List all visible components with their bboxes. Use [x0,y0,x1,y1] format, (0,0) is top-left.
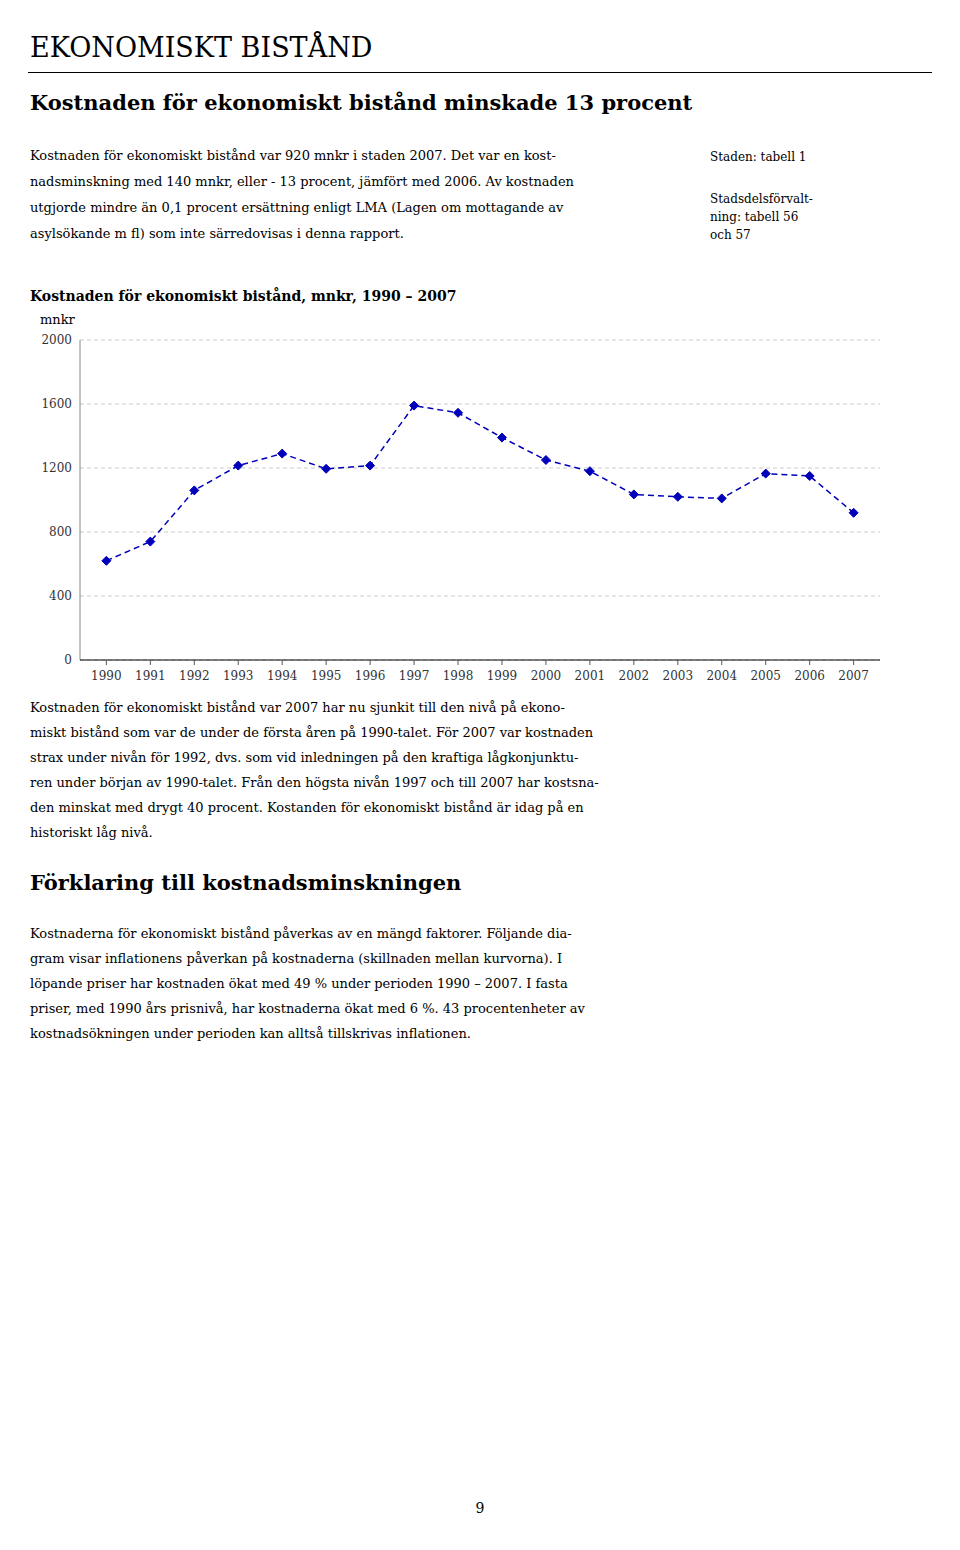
data-point [497,433,506,442]
x-tick [194,660,195,665]
data-point [234,461,243,470]
x-tick [677,660,678,665]
grid-line [80,468,880,469]
x-tick-label: 1994 [267,669,298,683]
data-point [717,494,726,503]
x-tick-label: 1992 [179,669,210,683]
data-point [366,461,375,470]
data-point [673,492,682,501]
x-tick-label: 2005 [750,669,781,683]
data-point [190,486,199,495]
body-text: Kostnaden för ekonomiskt bistånd var 920… [30,148,556,164]
data-point [761,469,770,478]
body-text: den minskat med drygt 40 procent. Kostan… [30,800,584,816]
y-tick-label: 400 [49,589,72,603]
x-tick-label: 1999 [487,669,518,683]
x-tick [238,660,239,665]
page-number: 9 [0,1500,960,1517]
body-text: ren under början av 1990-talet. Från den… [30,775,599,791]
x-tick [589,660,590,665]
x-tick-label: 2004 [706,669,737,683]
x-tick [721,660,722,665]
x-tick-label: 1995 [311,669,342,683]
x-tick [765,660,766,665]
section-title: Förklaring till kostnadsminskningen [30,870,461,895]
x-tick [150,660,151,665]
x-tick-label: 2000 [531,669,562,683]
chart: 0 400 800 1200 1600 2000 1990 1991 1992 1993 1994 1… [0,0,960,700]
y-tick-label: 1200 [41,461,72,475]
data-point [541,456,550,465]
data-point [410,401,419,410]
x-tick [370,660,371,665]
body-text: priser, med 1990 års prisnivå, har kostn… [30,1001,585,1017]
body-text: asylsökande m fl) som inte särredovisas … [30,226,404,242]
x-tick-label: 2003 [663,669,694,683]
grid-line [80,404,880,405]
data-point [454,408,463,417]
data-point [278,449,287,458]
body-text: utgjorde mindre än 0,1 procent ersättnin… [30,200,563,216]
chart-title: Kostnaden för ekonomiskt bistånd, mnkr, … [30,288,456,305]
grid-line [80,340,880,341]
x-tick-label: 1993 [223,669,254,683]
x-tick-label: 2006 [794,669,825,683]
y-tick-label: 1600 [41,397,72,411]
x-tick-label: 1996 [355,669,386,683]
x-tick [633,660,634,665]
y-tick-label: 0 [64,653,72,667]
x-axis-line [80,660,880,661]
grid-line [80,660,880,661]
sidebar-text: Stadsdelsförvalt- ning: tabell 56 och 57 [710,190,813,244]
data-point [322,464,331,473]
x-tick [501,660,502,665]
y-axis-label: mnkr [40,312,75,328]
x-tick [414,660,415,665]
y-tick-label: 2000 [41,333,72,347]
x-tick [326,660,327,665]
data-point [629,490,638,499]
title-rule [28,72,932,73]
data-point [849,508,858,517]
body-text: gram visar inflationens påverkan på kost… [30,951,562,967]
body-text: Kostnaderna för ekonomiskt bistånd påver… [30,926,572,942]
grid-line [80,596,880,597]
body-text: nadsminskning med 140 mnkr, eller - 13 p… [30,174,574,190]
body-text: historiskt låg nivå. [30,825,153,841]
x-tick [853,660,854,665]
data-point [585,467,594,476]
y-axis-line [80,340,81,660]
data-line [106,406,853,561]
x-tick-label: 2007 [838,669,869,683]
x-tick [458,660,459,665]
plot-area [102,401,858,565]
body-text: strax under nivån för 1992, dvs. som vid… [30,750,578,766]
x-tick-label: 1998 [443,669,474,683]
x-tick [106,660,107,665]
body-text: kostnadsökningen under perioden kan allt… [30,1026,471,1042]
body-text: löpande priser har kostnaden ökat med 49… [30,976,568,992]
x-tick-label: 1990 [91,669,122,683]
x-tick [282,660,283,665]
grid-line [80,532,880,533]
x-tick-label: 1997 [399,669,430,683]
body-text: Kostnaden för ekonomiskt bistånd var 200… [30,700,565,716]
body-text: miskt bistånd som var de under de första… [30,725,593,741]
x-tick-label: 1991 [135,669,166,683]
sidebar-text: Staden: tabell 1 [710,150,806,164]
x-tick [545,660,546,665]
data-point [102,556,111,565]
x-tick [809,660,810,665]
data-point [146,537,155,546]
section-title: Kostnaden för ekonomiskt bistånd minskad… [30,90,692,115]
y-tick-label: 800 [49,525,72,539]
x-tick-label: 2001 [575,669,606,683]
page-title: EKONOMISKT BISTÅND [30,32,372,64]
x-tick-label: 2002 [619,669,650,683]
data-point [805,472,814,481]
